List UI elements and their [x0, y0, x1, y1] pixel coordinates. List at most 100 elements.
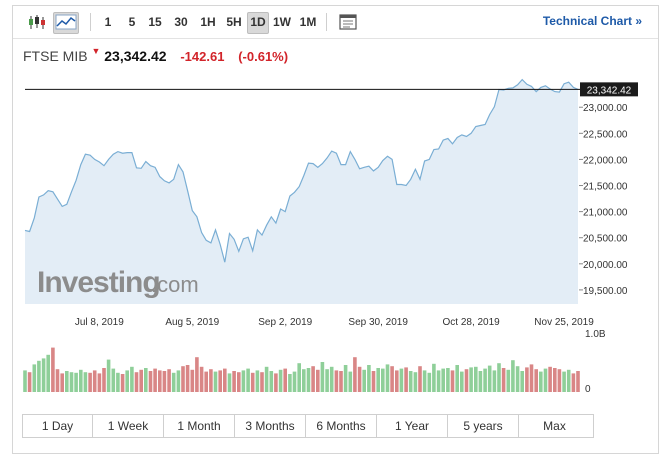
interval-15-button[interactable]: 15: [148, 15, 162, 29]
volume-bar: [269, 371, 274, 392]
volume-bar: [399, 368, 404, 392]
volume-bar: [436, 370, 441, 392]
calendar-settings-icon[interactable]: [338, 12, 358, 32]
volume-bar: [116, 372, 120, 392]
volume-bar: [65, 371, 69, 392]
interval-5-button[interactable]: 5: [128, 15, 136, 29]
interval-1m-button[interactable]: 1M: [299, 15, 317, 29]
volume-bar: [450, 370, 455, 392]
volume-bar: [250, 372, 255, 392]
volume-bar: [79, 369, 83, 392]
volume-bar: [139, 369, 143, 392]
volume-bar: [23, 370, 27, 392]
volume-bar: [353, 357, 357, 392]
instrument-name: FTSE MIB: [23, 48, 88, 64]
y-tick-label: 23,000.00: [583, 103, 628, 114]
price-change: -142.61: [180, 49, 225, 64]
current-price-box: [580, 82, 638, 97]
volume-bar: [320, 362, 325, 392]
volume-bar: [492, 370, 497, 392]
candlestick-icon[interactable]: [27, 12, 47, 32]
volume-bar: [385, 364, 390, 392]
range-1-day-button[interactable]: 1 Day: [23, 415, 93, 437]
volume-bar: [562, 371, 566, 392]
volume-bar: [306, 368, 311, 392]
volume-bar: [223, 368, 227, 392]
volume-bar: [232, 371, 236, 392]
current-price-label: 23,342.42: [587, 85, 632, 96]
volume-bar: [520, 371, 524, 392]
range-1-week-button[interactable]: 1 Week: [93, 415, 164, 437]
volume-bar: [134, 372, 139, 392]
range-6-months-button[interactable]: 6 Months: [306, 415, 377, 437]
volume-bar: [501, 368, 506, 392]
volume-bar: [543, 368, 548, 392]
volume-bar: [427, 372, 432, 392]
volume-bar: [213, 371, 218, 392]
volume-bar: [534, 369, 538, 392]
volume-bar: [525, 367, 529, 392]
volume-bar: [487, 365, 492, 392]
volume-bar: [148, 371, 153, 392]
volume-bar: [339, 371, 343, 392]
technical-chart-link[interactable]: Technical Chart »: [542, 14, 642, 28]
volume-bar: [218, 370, 222, 392]
volume-bar: [190, 369, 195, 392]
volume-bar: [55, 369, 60, 392]
volume-bar: [422, 370, 427, 392]
volume-bar: [418, 366, 422, 392]
price-area-fill: [25, 79, 578, 304]
volume-bar: [120, 374, 125, 392]
volume-bar: [27, 372, 32, 392]
volume-bar: [566, 369, 571, 392]
volume-bar: [144, 368, 148, 392]
y-tick-label: 22,500.00: [583, 129, 628, 140]
interval-1w-button[interactable]: 1W: [273, 15, 291, 29]
down-arrow-icon: ▼: [91, 46, 101, 56]
volume-bar: [167, 369, 171, 392]
volume-bar: [553, 368, 557, 392]
volume-bar: [260, 372, 264, 392]
volume-bar: [60, 373, 64, 392]
volume-bar: [106, 359, 111, 392]
range-max-button[interactable]: Max: [543, 419, 566, 433]
volume-bar: [153, 368, 157, 392]
volume-bar: [237, 372, 241, 392]
volume-bar: [408, 371, 413, 392]
volume-bar: [102, 368, 106, 392]
range-3-months-button[interactable]: 3 Months: [235, 415, 306, 437]
investing-watermark-suffix: .com: [151, 272, 199, 297]
price-chart: Investing.com 23,342.42 23,000.00 22,500.00…: [23, 78, 638, 395]
price-line: [24, 78, 579, 263]
volume-bar: [390, 366, 394, 392]
volume-max-label: 1.0B: [585, 329, 606, 340]
volume-bar: [51, 347, 55, 392]
interval-5h-button[interactable]: 5H: [226, 15, 242, 29]
last-price: 23,342.42: [104, 48, 167, 64]
volume-bar: [255, 370, 260, 392]
volume-bar: [181, 366, 185, 392]
volume-bar: [69, 372, 74, 392]
volume-bar: [557, 369, 562, 392]
volume-bar: [311, 366, 315, 392]
volume-bar: [171, 372, 176, 392]
range-1-year-button[interactable]: 1 Year: [377, 415, 448, 437]
interval-1d-button[interactable]: 1D: [247, 12, 269, 34]
range-1-month-button[interactable]: 1 Month: [164, 415, 235, 437]
chart-widget: 1 5 15 30 1H 5H 1D 1W 1M Technical Chart » FTSE …: [12, 5, 659, 454]
volume-bar: [376, 368, 380, 392]
volume-bar: [278, 369, 283, 392]
volume-bar: [469, 367, 473, 392]
interval-1h-button[interactable]: 1H: [200, 15, 216, 29]
volume-bar: [37, 360, 41, 392]
volume-bar: [111, 368, 116, 392]
volume-bar: [460, 371, 464, 392]
interval-1-button[interactable]: 1: [104, 15, 112, 29]
volume-bar: [74, 372, 78, 392]
interval-30-button[interactable]: 30: [174, 15, 188, 29]
volume-bar: [274, 373, 278, 392]
range-5-years-button[interactable]: 5 years: [448, 415, 519, 437]
quote-header: FTSE MIB ▼ 23,342.42 -142.61 (-0.61%): [23, 46, 288, 64]
area-chart-icon[interactable]: [53, 12, 79, 34]
y-tick-label: 21,000.00: [583, 208, 628, 219]
